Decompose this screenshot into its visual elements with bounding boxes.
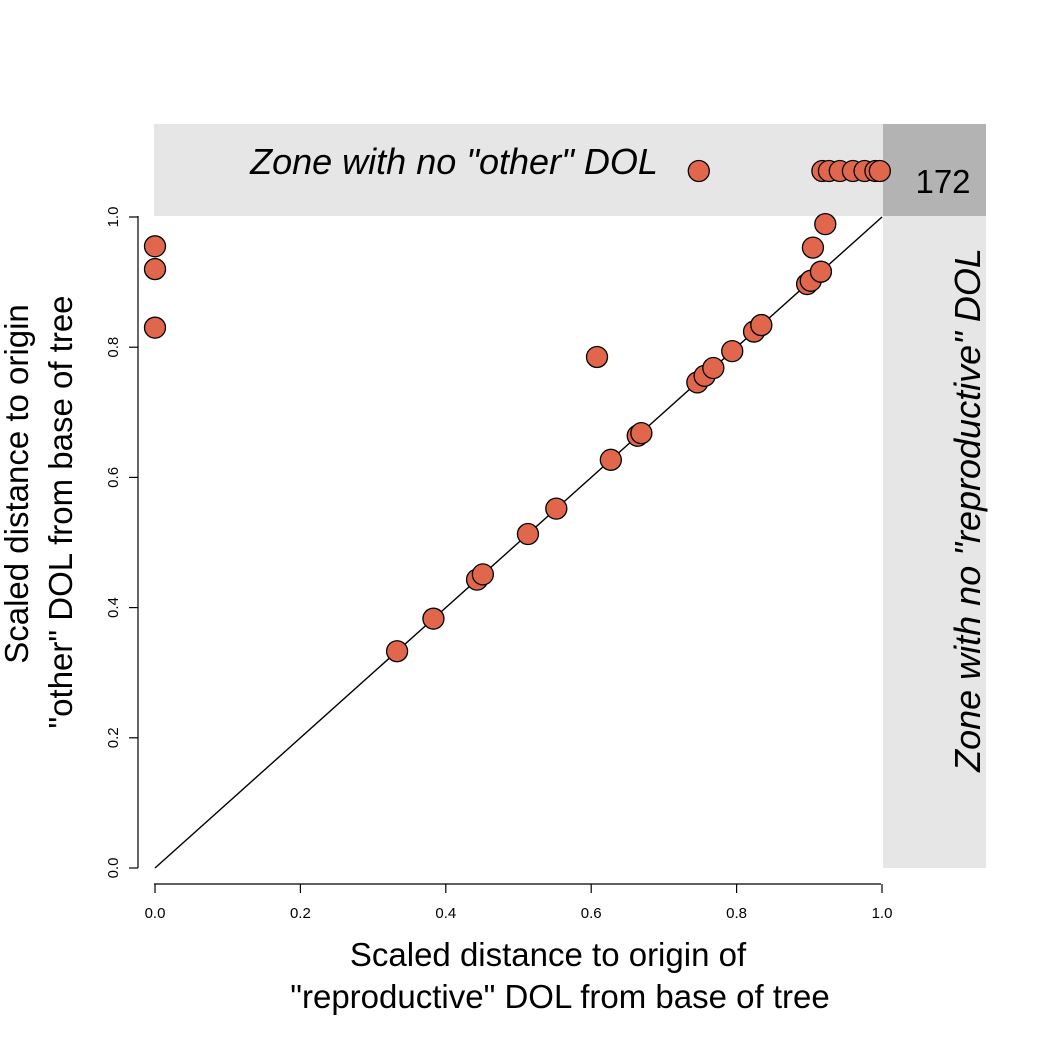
- y-tick-label: 0.6: [105, 467, 122, 488]
- x-tick-label: 0.6: [581, 905, 602, 922]
- right-zone-label: Zone with no "reproductive" DOL: [947, 248, 988, 773]
- x-tick-label: 0.4: [435, 905, 456, 922]
- data-point: [702, 356, 725, 380]
- x-tick-label: 0.8: [726, 905, 747, 922]
- data-point: [801, 236, 825, 259]
- y-tick-label: 0.2: [105, 727, 122, 748]
- top-zone-label: Zone with no "other" DOL: [249, 141, 658, 182]
- corner-count-label: 172: [915, 163, 970, 200]
- data-points: [143, 159, 891, 663]
- x-tick-label: 0.0: [145, 905, 166, 922]
- x-axis-title-line-2: "reproductive" DOL from base of tree: [290, 978, 829, 1015]
- data-point: [516, 522, 540, 546]
- data-point: [143, 235, 167, 258]
- data-point: [814, 213, 837, 236]
- data-point: [721, 339, 744, 363]
- top-zone-band: [154, 124, 883, 216]
- y-axis-title-line-2: "other" DOL from base of tree: [42, 295, 79, 728]
- x-axis-ticks: 0.0 0.2 0.4 0.6 0.8 1.0: [145, 884, 893, 922]
- data-point: [599, 448, 622, 471]
- zone-data-point: [687, 159, 710, 183]
- data-point: [630, 421, 653, 445]
- corner-zone-box: [883, 124, 986, 216]
- data-point: [143, 257, 167, 281]
- x-axis-title-line-1: Scaled distance to origin of: [350, 936, 747, 973]
- identity-line: [154, 216, 883, 869]
- x-tick-label: 1.0: [872, 905, 893, 922]
- y-tick-label: 0.0: [105, 858, 122, 879]
- right-zone-band: [883, 216, 986, 868]
- data-point: [471, 563, 495, 586]
- data-point: [143, 316, 167, 339]
- data-point: [585, 345, 609, 369]
- y-tick-label: 0.4: [105, 597, 122, 618]
- y-axis-title-line-1: Scaled distance to origin: [0, 304, 35, 664]
- y-tick-label: 1.0: [105, 207, 122, 228]
- zone-data-point: [868, 159, 891, 183]
- y-tick-label: 0.8: [105, 337, 122, 358]
- data-point: [385, 640, 409, 663]
- data-point: [422, 607, 445, 630]
- data-point: [750, 313, 773, 337]
- y-axis-ticks: 0.0 0.2 0.4 0.6 0.8 1.0: [105, 207, 138, 879]
- x-tick-label: 0.2: [290, 905, 311, 922]
- data-point: [809, 260, 833, 283]
- data-point: [545, 497, 568, 520]
